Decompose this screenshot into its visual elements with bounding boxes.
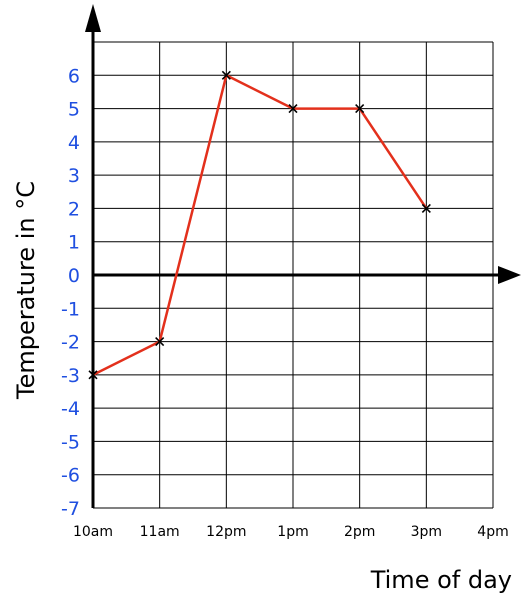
data-point-marker (421, 203, 431, 213)
x-tick-label: 2pm (344, 524, 375, 540)
y-tick-label: -4 (61, 398, 80, 420)
y-axis-arrowhead (85, 4, 101, 32)
y-tick-label: 6 (68, 65, 80, 87)
y-tick-label: -1 (61, 298, 80, 320)
y-tick-label: -7 (61, 498, 80, 520)
marker-stroke (421, 203, 431, 213)
axes (85, 4, 521, 508)
y-tick-label: 5 (68, 99, 80, 121)
y-tick-label: 4 (68, 132, 80, 154)
x-tick-label: 1pm (277, 524, 308, 540)
x-tick-label: 11am (140, 524, 180, 540)
data-series (88, 70, 431, 380)
marker-stroke (355, 104, 365, 114)
x-tick-labels: 10am 11am 12pm 1pm 2pm 3pm 4pm (73, 524, 509, 540)
y-tick-label: 2 (68, 198, 80, 220)
data-point-marker (221, 70, 231, 80)
x-tick-label: 4pm (477, 524, 508, 540)
y-tick-label: -2 (61, 332, 80, 354)
y-tick-label: 0 (68, 265, 80, 287)
y-tick-label: 1 (68, 232, 80, 254)
marker-stroke (221, 70, 231, 80)
data-point-marker (155, 337, 165, 347)
marker-stroke (155, 337, 165, 347)
marker-stroke (88, 370, 98, 380)
y-tick-label: -6 (61, 465, 80, 487)
y-tick-label: -5 (61, 431, 80, 453)
y-axis-title: Temperature in °C (12, 181, 40, 400)
y-tick-label: -3 (61, 365, 80, 387)
y-tick-label: 3 (68, 165, 80, 187)
x-tick-label: 3pm (411, 524, 442, 540)
x-tick-label: 12pm (206, 524, 246, 540)
data-point-marker (288, 104, 298, 114)
x-tick-label: 10am (73, 524, 113, 540)
x-axis-arrowhead (498, 266, 521, 284)
marker-stroke (288, 104, 298, 114)
series-line (92, 74, 428, 376)
data-point-marker (355, 104, 365, 114)
data-point-marker (88, 370, 98, 380)
x-axis-title: Time of day (370, 566, 512, 594)
y-tick-labels: 6 5 4 3 2 1 0 -1 -2 -3 -4 -5 -6 -7 (61, 65, 80, 520)
